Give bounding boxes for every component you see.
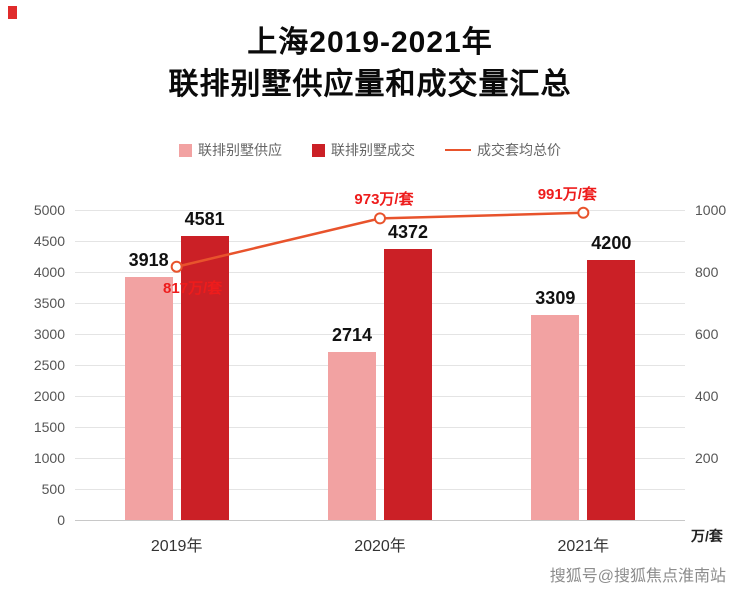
left-axis-tick: 5000 [33, 202, 65, 218]
corner-red-mark [8, 6, 17, 19]
bar-联排别墅供应-2019年 [124, 277, 173, 520]
gridline [75, 396, 685, 397]
legend-item-0: 联排别墅供应 [179, 140, 282, 160]
gridline [75, 365, 685, 366]
price-point-label: 973万/套 [354, 191, 414, 209]
bar-value-label: 4372 [387, 221, 429, 242]
legend-label: 联排别墅成交 [331, 142, 415, 158]
gridline [75, 427, 685, 428]
legend-color-swatch [179, 143, 192, 157]
bar-value-label: 3309 [535, 287, 576, 308]
legend-label: 成交套均总价 [477, 142, 561, 158]
legend-color-swatch [312, 143, 325, 157]
x-axis-label: 2021年 [557, 538, 610, 555]
left-axis-tick: 4500 [33, 233, 65, 249]
sohu-watermark: 搜狐号@搜狐焦点淮南站 [549, 568, 726, 585]
chart-title: 上海2019-2021年 联排别墅供应量和成交量汇总 [0, 22, 740, 106]
chart-title-line2: 联排别墅供应量和成交量汇总 [168, 68, 572, 101]
left-axis-tick: 4000 [33, 264, 65, 280]
gridline [75, 489, 685, 490]
gridline [75, 303, 685, 304]
right-axis-tick: 1000 [695, 202, 727, 218]
left-axis-tick: 2500 [33, 357, 65, 373]
left-axis-tick: 2000 [33, 388, 65, 404]
bar-value-label: 3918 [128, 250, 169, 271]
chart-legend: 联排别墅供应 联排别墅成交 成交套均总价 [0, 140, 740, 160]
right-axis-unit: 万/套 [691, 528, 723, 544]
price-point-label: 817万/套 [163, 279, 223, 297]
left-axis-tick: 1000 [33, 450, 65, 466]
left-axis-tick: 3500 [33, 295, 65, 311]
gridline [75, 272, 685, 273]
gridline [75, 520, 685, 521]
right-axis-tick: 200 [695, 450, 719, 466]
legend-item-1: 联排别墅成交 [312, 140, 415, 160]
bar-联排别墅供应-2021年 [531, 314, 580, 520]
price-point-label: 991万/套 [537, 185, 597, 203]
right-axis-tick: 600 [695, 326, 719, 342]
bar-联排别墅成交-2019年 [180, 235, 229, 520]
right-axis-tick: 400 [695, 388, 719, 404]
left-axis-tick: 0 [57, 512, 65, 528]
chart-title-line1: 上海2019-2021年 [247, 26, 493, 59]
legend-label: 联排别墅供应 [198, 142, 282, 158]
x-axis-label: 2020年 [354, 538, 406, 555]
bar-联排别墅成交-2021年 [587, 259, 636, 520]
bar-联排别墅供应-2020年 [328, 351, 376, 520]
bar-联排别墅成交-2020年 [384, 248, 432, 520]
legend-line-swatch [445, 149, 471, 151]
bar-value-label: 2714 [331, 324, 373, 345]
bar-value-label: 4581 [184, 208, 225, 229]
plot-area: 万/套 0 500 1000 1500 2000 2500 3000 3500 4000 4500… [34, 186, 726, 555]
left-axis-tick: 500 [41, 481, 65, 497]
legend-item-2: 成交套均总价 [445, 140, 561, 160]
bar-value-label: 4200 [591, 232, 632, 253]
right-axis-tick: 800 [695, 264, 719, 280]
left-axis-tick: 1500 [33, 419, 65, 435]
left-axis-tick: 3000 [33, 326, 65, 342]
gridline [75, 334, 685, 335]
gridline [75, 458, 685, 459]
gridline [75, 210, 685, 211]
x-axis-label: 2019年 [150, 538, 203, 555]
